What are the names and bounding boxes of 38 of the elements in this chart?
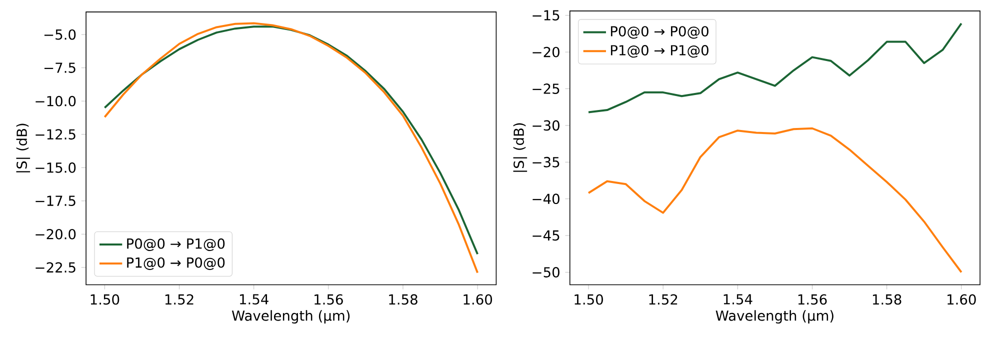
y-tick-label: −20.0 <box>36 228 76 240</box>
x-tick-label: 1.58 <box>389 294 418 304</box>
x-tick-label: 1.60 <box>464 294 492 304</box>
line-series <box>588 22 962 113</box>
y-tick-label: −40 <box>532 193 560 204</box>
x-tick-label: 1.50 <box>574 294 603 304</box>
y-tick-label: −25 <box>532 83 560 94</box>
y-tick-label: −20 <box>532 46 560 58</box>
y-tick-label: −30 <box>532 120 560 130</box>
line-series <box>588 127 962 273</box>
legend-label: P1@0 → P0@0 <box>127 257 225 270</box>
y-tick-label: −50 <box>532 266 560 278</box>
x-tick-label: 1.50 <box>90 294 120 304</box>
x-tick-label: 1.52 <box>165 294 194 304</box>
x-tick-label: 1.54 <box>240 294 268 304</box>
y-tick-label: −17.5 <box>36 196 76 206</box>
y-tick-label: −7.5 <box>44 62 76 73</box>
legend-label: P0@0 → P0@0 <box>610 26 708 38</box>
x-axis-title: Wavelength (μm) <box>716 310 834 324</box>
y-tick-label: −10.0 <box>36 96 76 106</box>
x-tick-label: 1.52 <box>649 294 678 304</box>
y-tick-label: −15.0 <box>36 162 76 173</box>
y-axis-title: |S| (dB) <box>16 124 30 172</box>
y-tick-label: −22.5 <box>36 262 76 272</box>
x-tick-label: 1.58 <box>872 294 902 304</box>
x-tick-label: 1.56 <box>314 294 343 304</box>
y-tick-label: −12.5 <box>36 128 76 140</box>
legend-label: P0@0 → P1@0 <box>127 238 225 251</box>
x-tick-label: 1.54 <box>724 294 752 304</box>
y-tick-label: −35 <box>532 156 560 168</box>
y-tick-label: −15 <box>532 10 560 20</box>
x-axis-title: Wavelength (μm) <box>232 310 350 324</box>
legend-label: P1@0 → P1@0 <box>610 44 708 58</box>
y-tick-label: −45 <box>532 230 560 240</box>
y-tick-label: −5.0 <box>44 29 76 40</box>
y-axis-title: |S| (dB) <box>513 123 528 172</box>
x-tick-label: 1.60 <box>948 294 976 304</box>
x-tick-label: 1.56 <box>798 294 827 304</box>
